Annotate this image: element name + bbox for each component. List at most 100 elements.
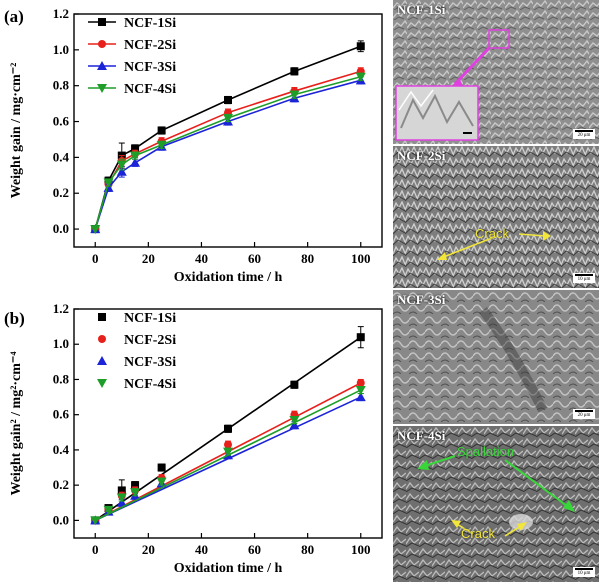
data-point <box>157 463 166 472</box>
data-point <box>223 447 233 457</box>
legend-marker <box>98 40 106 48</box>
data-point <box>156 140 167 150</box>
data-point <box>116 160 127 170</box>
y-tick-label: 0.0 <box>53 512 69 527</box>
x-tick-label: 60 <box>248 542 261 557</box>
scale-bar: 20 μm <box>573 409 595 419</box>
data-point <box>130 151 141 161</box>
y-tick-label: 0.8 <box>53 371 70 386</box>
micrograph-ncf-2si: NCF-2Si Crack 10 μm <box>393 146 599 288</box>
y-tick-label: 0.6 <box>53 114 70 129</box>
legend-label: NCF-1Si <box>124 16 176 31</box>
data-point <box>157 126 166 135</box>
data-point <box>90 225 101 235</box>
x-tick-label: 20 <box>142 251 155 266</box>
series-line <box>94 45 362 230</box>
legend-marker <box>97 61 107 70</box>
data-point <box>90 516 101 526</box>
data-point <box>103 178 114 188</box>
legend-marker <box>97 84 107 93</box>
data-point <box>156 477 167 487</box>
data-point <box>290 67 299 76</box>
data-point <box>130 488 141 498</box>
y-tick-label: 1.0 <box>53 42 69 57</box>
crack-annotation: Crack <box>461 526 495 541</box>
data-point <box>223 113 233 123</box>
spallation-annotation: Spallation <box>457 444 515 459</box>
series-ncf-4si: NCF-4Si <box>88 72 366 235</box>
data-point <box>224 440 232 449</box>
chart-panel-2: (b) 0 20 40 60 80 100 0.0 0.2 0.4 0.6 0.8 1.0 1.2 Oxid… <box>4 301 383 576</box>
legend-marker <box>97 379 107 388</box>
legend-label: NCF-3Si <box>124 355 176 370</box>
data-point <box>290 380 299 389</box>
y-tick-label: 0.4 <box>53 442 70 457</box>
micrograph-label: NCF-3Si <box>397 292 446 307</box>
x-axis-label: Oxidation time / h <box>174 270 283 285</box>
x-tick-label: 60 <box>248 251 261 266</box>
legend-label: NCF-2Si <box>124 333 176 348</box>
y-axis-label: Weight gain / mg·cm⁻² <box>9 63 24 199</box>
plots-svg: (a) 0 20 40 60 80 100 0.0 0.2 0.4 0.6 0.8 1.0 1.2 Oxid… <box>4 6 383 576</box>
panel-label: (a) <box>4 7 24 26</box>
data-point <box>103 505 114 515</box>
legend-marker <box>98 335 106 343</box>
data-point <box>224 96 232 105</box>
micrograph-ncf-1si: NCF-1Si 20 μm <box>393 0 599 144</box>
micrograph-texture <box>393 290 599 424</box>
data-point <box>130 157 141 167</box>
micrograph-ncf-3si: NCF-3Si 20 μm <box>393 290 599 424</box>
data-point <box>356 333 365 342</box>
micrograph-ncf-4si: NCF-4Si Spallation Crack 10 μm <box>393 426 599 582</box>
y-tick-label: 1.2 <box>53 301 69 316</box>
series-line <box>94 79 361 230</box>
micrograph-label: NCF-1Si <box>397 2 446 17</box>
x-tick-label: 80 <box>301 542 314 557</box>
data-point <box>116 166 127 176</box>
data-point <box>289 90 300 100</box>
data-point <box>131 481 140 490</box>
micrograph-label: NCF-2Si <box>397 148 446 163</box>
y-axis-label: Weight gain² / mg²·cm⁻⁴ <box>9 351 24 496</box>
data-point <box>289 415 300 425</box>
panel-label: (b) <box>4 309 25 328</box>
x-tick-label: 80 <box>301 251 314 266</box>
data-point <box>355 72 366 82</box>
data-point <box>355 392 366 402</box>
scale-bar: 10 μm <box>573 567 595 577</box>
y-tick-label: 0.2 <box>53 185 69 200</box>
y-tick-label: 1.2 <box>53 6 69 21</box>
legend-marker <box>98 313 106 321</box>
y-tick-label: 0.4 <box>53 149 70 164</box>
x-tick-label: 40 <box>195 251 208 266</box>
data-point <box>356 42 365 51</box>
data-point <box>131 144 140 153</box>
series-ncf-4si: NCF-4Si <box>90 377 366 526</box>
legend-label: NCF-2Si <box>124 38 176 53</box>
scale-bar: 10 μm <box>573 273 595 283</box>
legend-marker <box>97 356 107 365</box>
legend-label: NCF-4Si <box>124 377 176 392</box>
data-point <box>224 424 232 433</box>
x-tick-label: 40 <box>195 542 208 557</box>
micrograph-texture <box>393 0 599 144</box>
x-axis-label: Oxidation time / h <box>174 561 283 576</box>
chart-panel-1: (a) 0 20 40 60 80 100 0.0 0.2 0.4 0.6 0.8 1.0 1.2 Oxid… <box>4 6 383 285</box>
plot-frame <box>73 13 383 248</box>
series-ncf-3si: NCF-3Si <box>88 60 366 234</box>
data-point <box>117 486 126 495</box>
y-tick-label: 0.8 <box>53 78 70 93</box>
plot-frame <box>73 308 383 539</box>
legend-label: NCF-4Si <box>124 82 176 97</box>
micrograph-texture <box>393 426 599 582</box>
micrograph-label: NCF-4Si <box>397 428 446 443</box>
y-tick-label: 0.2 <box>53 477 69 492</box>
x-tick-label: 100 <box>351 542 371 557</box>
data-point <box>356 378 365 387</box>
micrograph-texture <box>393 146 599 288</box>
x-tick-label: 0 <box>92 251 99 266</box>
data-point <box>355 386 366 396</box>
x-tick-label: 20 <box>142 542 155 557</box>
legend-label: NCF-3Si <box>124 60 176 75</box>
